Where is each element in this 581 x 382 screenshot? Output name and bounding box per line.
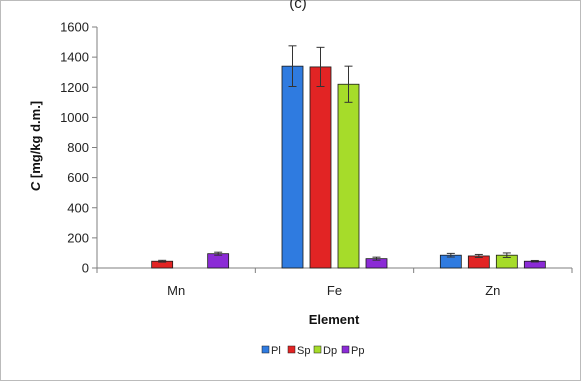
y-axis-title: C [mg/kg d.m.] (28, 101, 43, 191)
bar-series (151, 45, 546, 269)
legend: Pl Sp Dp Pp (261, 345, 364, 357)
legend-label-Dp: Dp (323, 345, 337, 357)
y-tick-label: 400 (67, 200, 89, 215)
legend-swatch-Pp (341, 345, 350, 354)
y-tick-label: 600 (67, 170, 89, 185)
legend-label-Pl: Pl (271, 345, 281, 357)
legend-swatch-Dp (313, 345, 322, 354)
bar-Pp-Mn (207, 253, 230, 269)
y-tick-label: 1000 (60, 110, 89, 125)
x-tick-label: Mn (167, 283, 185, 298)
x-tick-label: Zn (485, 283, 500, 298)
y-tick-label: 1400 (60, 50, 89, 65)
bar-Pl-Fe (281, 65, 304, 269)
legend-swatch-Pl (261, 345, 270, 354)
x-axis-title: Element (309, 312, 360, 327)
y-tick-label: 200 (67, 230, 89, 245)
bar-Dp-Fe (337, 83, 360, 269)
y-tick-label: 1600 (60, 20, 89, 35)
x-tick-label: Fe (327, 283, 342, 298)
x-axis: Mn Fe Zn (96, 267, 573, 298)
y-tick-label: 0 (82, 261, 89, 276)
legend-label-Sp: Sp (297, 345, 310, 357)
y-tick-label: 800 (67, 140, 89, 155)
panel-label: (c) (289, 0, 307, 12)
y-tick-label: 1200 (60, 80, 89, 95)
legend-label-Pp: Pp (351, 345, 364, 357)
bar-Sp-Fe (309, 66, 332, 269)
y-axis: 0 200 400 600 800 1000 1200 1400 1600 (60, 20, 98, 276)
legend-swatch-Sp (287, 345, 296, 354)
